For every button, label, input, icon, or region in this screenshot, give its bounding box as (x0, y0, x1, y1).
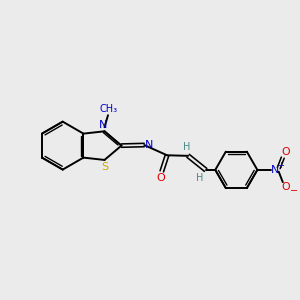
Text: N: N (145, 140, 153, 150)
Text: O: O (157, 173, 166, 183)
Text: S: S (101, 162, 109, 172)
Text: N: N (99, 120, 107, 130)
Text: +: + (278, 161, 284, 170)
Text: H: H (196, 173, 203, 183)
Text: O: O (281, 182, 290, 192)
Text: H: H (183, 142, 190, 152)
Text: −: − (290, 186, 298, 196)
Text: CH₃: CH₃ (100, 104, 118, 114)
Text: O: O (281, 147, 290, 157)
Text: N: N (272, 165, 280, 175)
